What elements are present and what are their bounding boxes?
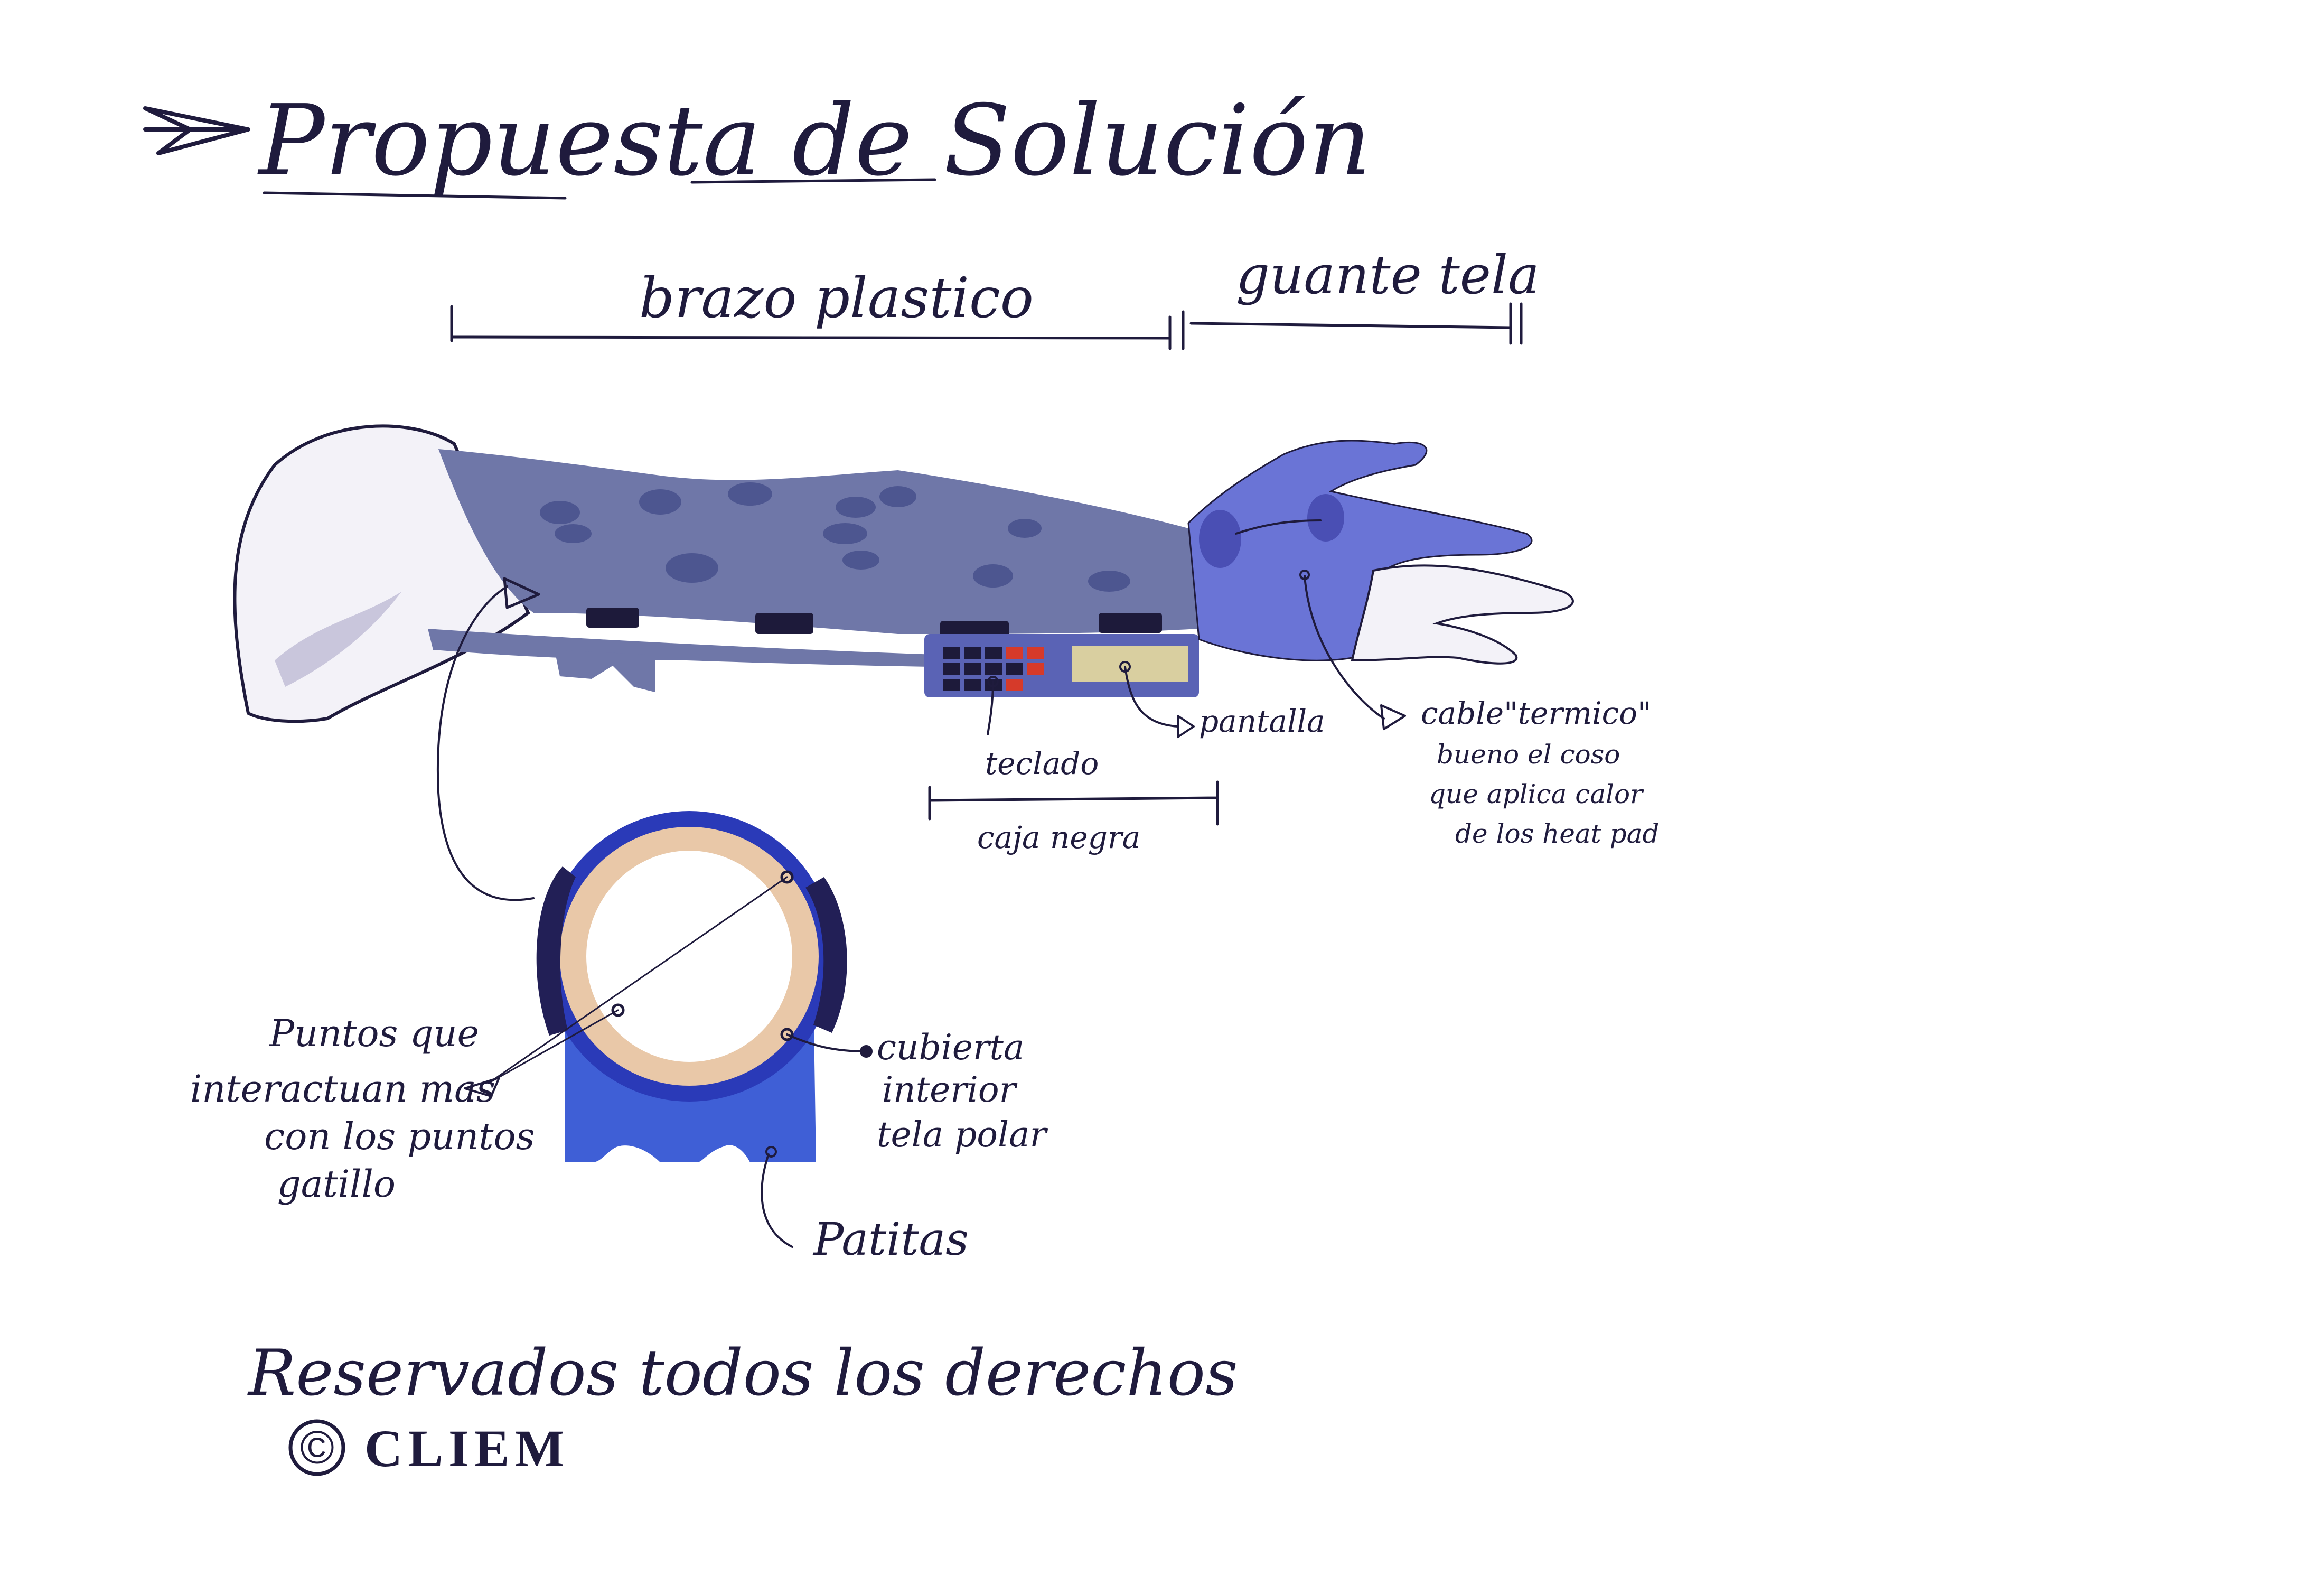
section-label-fabric-glove: guante tela (1236, 244, 1540, 306)
label-cable-1: cable"termico" (1421, 695, 1652, 731)
copyright-mark: © (300, 1421, 334, 1474)
feet-leader (761, 1153, 793, 1248)
label-lining-3: tela polar (877, 1114, 1048, 1155)
black-box-dimension-line (928, 780, 1219, 826)
rights-text: Reservados todos los derechos (247, 1337, 1238, 1410)
label-feet: Patitas (812, 1214, 969, 1266)
upper-arm-shade (275, 592, 401, 687)
copyright-icon (288, 1419, 345, 1476)
label-cable-4: de los heat pad (1455, 818, 1660, 849)
screen-leader-dot (1119, 661, 1131, 673)
fabric-glove-dimension-line (1189, 302, 1523, 345)
brand-name: CLIEM (364, 1419, 570, 1478)
leader-lines (436, 570, 1406, 901)
label-lining-1: cubierta (877, 1027, 1024, 1068)
screen-arrow-icon (1177, 715, 1195, 738)
title-underline (263, 191, 567, 200)
trigger-point-top (780, 870, 794, 884)
cable-arrow-icon (1380, 704, 1406, 730)
black-box-screen (1072, 646, 1188, 682)
title-underline-2 (690, 178, 936, 184)
section-leaders (464, 876, 873, 1248)
page-title: Propuesta de Solución (257, 83, 1371, 198)
section-right-clamp (805, 877, 847, 1033)
plastic-sleeve (438, 449, 1199, 634)
title-group: Propuesta de Solución (143, 83, 1371, 200)
black-box-keyboard (943, 647, 1044, 691)
base-marker (765, 1146, 777, 1158)
section-dimensions: brazo plastico guante tela (450, 244, 1540, 350)
arm-to-section-leader (436, 585, 535, 901)
cross-section (536, 811, 847, 1162)
label-points-1: Puntos que (268, 1012, 479, 1055)
keyboard-leader-dot (987, 676, 999, 687)
arm-leader-arrow-icon (503, 577, 540, 609)
lining-leader-dot (860, 1045, 873, 1058)
label-points-4: gatillo (277, 1162, 396, 1206)
points-leader-1 (488, 876, 788, 1084)
screen-leader (1124, 666, 1179, 728)
trigger-point-right (780, 1028, 794, 1041)
section-label-plastic-arm: brazo plastico (639, 266, 1034, 330)
label-lining-2: interior (882, 1069, 1018, 1110)
label-screen: pantalla (1199, 703, 1325, 739)
cable-leader-dot (1299, 570, 1310, 580)
labels: teclado pantalla caja negra cable"termic… (190, 695, 1660, 1266)
label-black-box: caja negra (977, 819, 1140, 855)
points-arrow-icon (464, 1077, 500, 1097)
trigger-point-left (611, 1003, 625, 1017)
points-leader-2 (488, 1009, 619, 1084)
glove-heat-pads (1199, 494, 1344, 568)
sleeve-spots (540, 482, 1130, 592)
plastic-arm-dimension-line (450, 305, 1185, 350)
hand-fingers (1351, 564, 1574, 665)
footer: Reservados todos los derechos © CLIEM (247, 1337, 1238, 1478)
label-keyboard: teclado (985, 745, 1099, 781)
label-points-3: con los puntos (264, 1115, 535, 1158)
label-points-2: interactuan mas (190, 1067, 495, 1111)
heat-cable (1235, 519, 1322, 535)
lining-leader (786, 1033, 867, 1052)
keyboard-leader (987, 680, 994, 735)
black-box (924, 634, 1199, 697)
title-arrow-icon (143, 106, 250, 155)
sleeve-feet (555, 650, 655, 692)
label-cable-3: que aplica calor (1429, 779, 1644, 809)
section-left-clamp (536, 866, 576, 1036)
section-inner (586, 851, 792, 1062)
cable-leader (1304, 575, 1385, 720)
label-cable-2: bueno el coso (1437, 739, 1620, 770)
arm-illustration (233, 424, 1574, 723)
